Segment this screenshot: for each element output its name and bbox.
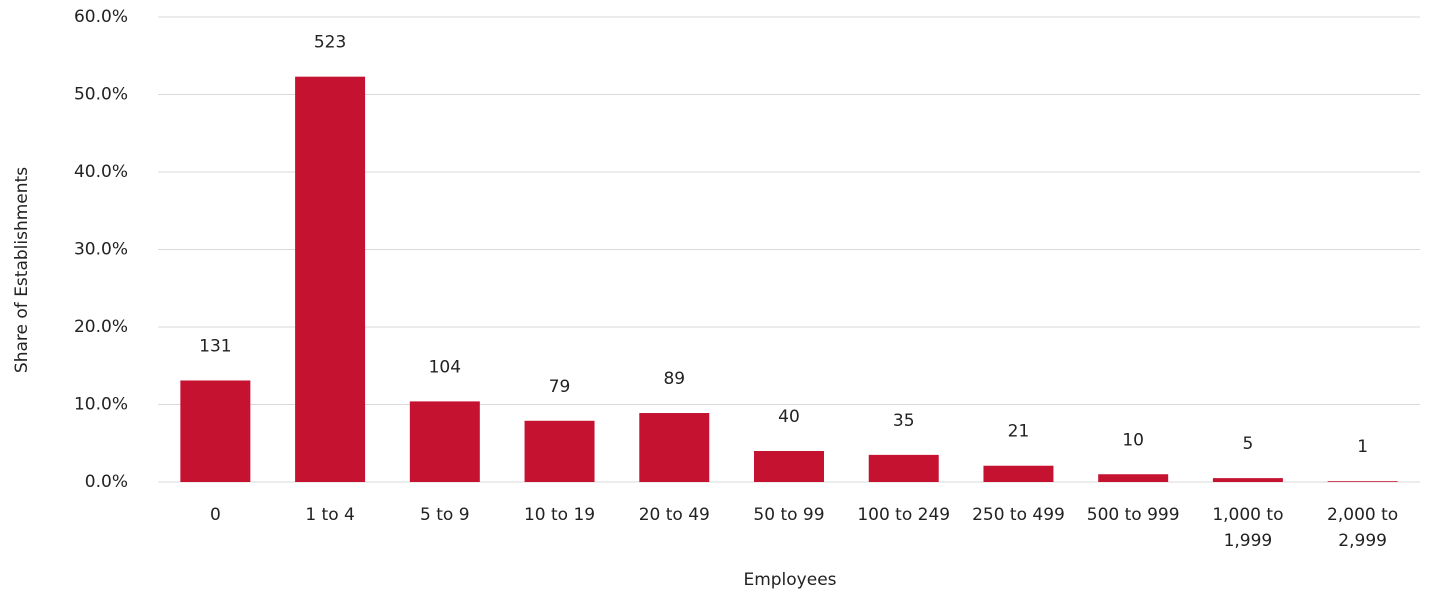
data-label: 21 — [1008, 422, 1030, 442]
x-tick-label: 5 to 9 — [420, 505, 470, 525]
y-tick-label: 10.0% — [74, 395, 128, 415]
data-label: 79 — [549, 377, 571, 397]
x-tick-label: 2,000 to 2,999 — [1327, 505, 1399, 551]
bar — [180, 380, 251, 482]
y-axis-title: Share of Establishments — [12, 167, 32, 373]
x-tick-label: 250 to 499 — [972, 505, 1065, 525]
x-tick-label: 500 to 999 — [1086, 505, 1180, 525]
x-tick-label: 1,000 to 1,999 — [1212, 505, 1284, 551]
y-tick-label: 0.0% — [85, 472, 128, 492]
x-tick-label: 100 to 249 — [857, 505, 951, 525]
x-tick-label: 1 to 4 — [305, 505, 355, 525]
data-label: 523 — [314, 33, 346, 53]
data-label: 35 — [893, 411, 915, 431]
bar — [1212, 478, 1283, 482]
bar — [754, 451, 824, 482]
x-axis-title: Employees — [743, 570, 836, 590]
bar — [1327, 481, 1398, 482]
bar — [524, 420, 595, 482]
data-label: 40 — [778, 407, 800, 427]
y-tick-label: 20.0% — [74, 317, 128, 337]
bar — [983, 465, 1054, 482]
bar — [295, 76, 366, 483]
y-tick-label: 60.0% — [74, 7, 128, 27]
data-label: 10 — [1122, 430, 1144, 450]
data-label: 131 — [199, 336, 231, 356]
y-tick-label: 40.0% — [74, 162, 128, 182]
x-tick-label: 0 — [209, 505, 221, 525]
bar — [1098, 474, 1169, 482]
bar — [868, 454, 939, 482]
data-label: 89 — [663, 369, 685, 389]
data-label: 1 — [1357, 437, 1368, 457]
y-tick-label: 30.0% — [74, 240, 128, 260]
bar — [639, 413, 710, 482]
bar — [409, 401, 480, 482]
data-label: 104 — [429, 357, 461, 377]
x-tick-label: 50 to 99 — [753, 505, 825, 525]
x-tick-label: 10 to 19 — [523, 505, 596, 525]
x-tick-label: 20 to 49 — [638, 505, 710, 525]
data-label: 5 — [1242, 434, 1253, 454]
y-tick-label: 50.0% — [74, 85, 128, 105]
